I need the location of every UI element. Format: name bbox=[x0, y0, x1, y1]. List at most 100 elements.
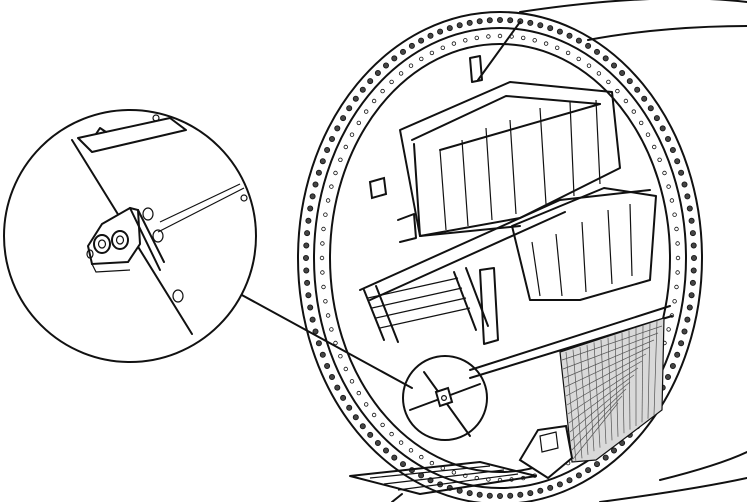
bolt bbox=[343, 366, 348, 372]
bolt bbox=[304, 230, 311, 237]
bolt bbox=[399, 48, 406, 55]
bolt bbox=[391, 454, 398, 461]
bolt bbox=[678, 169, 685, 176]
outer-bolt-circle bbox=[302, 16, 698, 499]
bolt bbox=[323, 299, 328, 304]
bolt bbox=[408, 42, 415, 49]
bolt bbox=[399, 461, 406, 468]
bolt bbox=[675, 241, 680, 246]
bolt bbox=[408, 448, 414, 453]
bolt bbox=[359, 423, 366, 430]
bolt bbox=[312, 328, 319, 335]
bolt bbox=[647, 105, 654, 112]
bolt bbox=[307, 205, 314, 212]
bolt bbox=[623, 98, 629, 104]
ladder bbox=[363, 267, 499, 345]
bolt bbox=[303, 267, 310, 274]
bolt bbox=[496, 16, 503, 23]
bolt bbox=[371, 412, 377, 418]
bolt bbox=[446, 25, 453, 32]
bolt bbox=[691, 254, 698, 261]
bolt bbox=[639, 120, 644, 126]
tower-shell bbox=[519, 0, 747, 502]
bolt bbox=[532, 38, 537, 43]
bolt bbox=[611, 62, 618, 69]
bolt bbox=[594, 461, 601, 468]
bolt bbox=[688, 292, 695, 299]
bolt bbox=[324, 362, 331, 369]
bolt bbox=[352, 414, 359, 421]
bolt bbox=[575, 472, 582, 479]
bolt bbox=[521, 35, 526, 41]
bolt bbox=[585, 467, 592, 474]
bolt bbox=[486, 492, 493, 499]
detail-marker-circle bbox=[402, 355, 488, 441]
bolt bbox=[602, 55, 609, 62]
bolt bbox=[476, 491, 483, 498]
bolt bbox=[302, 254, 309, 261]
bolt bbox=[319, 351, 326, 358]
flange-ring bbox=[297, 11, 703, 502]
bolt bbox=[585, 42, 592, 49]
bolt bbox=[340, 394, 347, 401]
bolt bbox=[615, 88, 620, 94]
bolt bbox=[374, 70, 381, 77]
bolt bbox=[666, 184, 671, 189]
bolt bbox=[324, 146, 331, 153]
bolt bbox=[382, 447, 389, 454]
bolt bbox=[315, 340, 322, 347]
bolt bbox=[606, 79, 611, 85]
bolt bbox=[681, 181, 688, 188]
bolt bbox=[315, 169, 322, 176]
bolt bbox=[474, 35, 479, 41]
bolt bbox=[389, 79, 394, 85]
bolt bbox=[334, 384, 341, 391]
bolt bbox=[456, 22, 463, 29]
bolt bbox=[352, 95, 359, 102]
bolt bbox=[380, 422, 385, 428]
bolt bbox=[575, 37, 582, 44]
bolt bbox=[367, 78, 374, 85]
bolt bbox=[486, 34, 491, 39]
bolt bbox=[684, 193, 691, 200]
bolt bbox=[343, 144, 348, 150]
magnified-detail-view bbox=[3, 109, 257, 363]
bolt bbox=[594, 48, 601, 55]
bolt bbox=[527, 490, 534, 497]
bolt bbox=[674, 226, 679, 232]
bolt bbox=[312, 181, 319, 188]
bolt bbox=[451, 470, 457, 475]
bolt bbox=[380, 88, 385, 94]
bolt bbox=[349, 379, 355, 384]
bolt bbox=[669, 198, 675, 203]
bolt bbox=[547, 484, 554, 491]
bolt bbox=[429, 460, 435, 466]
bolt bbox=[328, 135, 335, 142]
bolt bbox=[657, 157, 662, 162]
bolt bbox=[463, 38, 468, 43]
bolt bbox=[665, 135, 672, 142]
bolt bbox=[674, 158, 681, 165]
bolt bbox=[672, 299, 677, 304]
bolt bbox=[681, 328, 688, 335]
grating-panel bbox=[559, 317, 665, 463]
bolt bbox=[340, 115, 347, 122]
bolt bbox=[419, 454, 424, 460]
bolt bbox=[565, 50, 571, 56]
bolt bbox=[329, 184, 334, 189]
bolt bbox=[451, 41, 457, 46]
bolt bbox=[367, 431, 374, 438]
bolt bbox=[675, 255, 681, 261]
bolt bbox=[674, 284, 679, 290]
bolt bbox=[356, 390, 361, 396]
bolt bbox=[686, 205, 693, 212]
bolt bbox=[634, 86, 641, 93]
bolt bbox=[440, 45, 445, 50]
bolt bbox=[307, 304, 314, 311]
bolt bbox=[688, 217, 695, 224]
bolt bbox=[497, 33, 503, 39]
bolt bbox=[602, 454, 609, 461]
bolt bbox=[319, 158, 326, 165]
bolt bbox=[321, 284, 326, 290]
